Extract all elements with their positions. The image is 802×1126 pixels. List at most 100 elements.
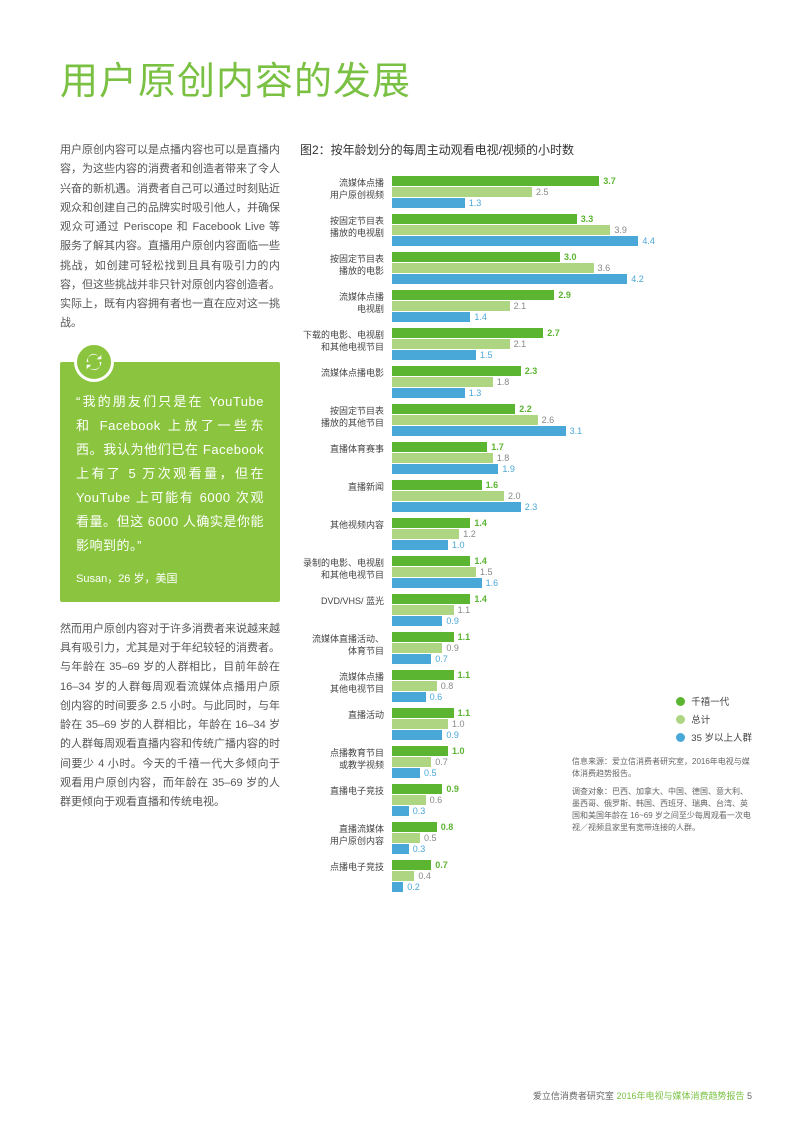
bar-value: 2.7 [547,329,560,338]
bar [392,632,454,642]
chart-row: DVD/VHS/ 蓝光1.41.10.9 [300,594,752,626]
bar-value: 1.4 [474,519,487,528]
bar-value: 1.2 [463,530,476,539]
bar-value: 3.6 [598,264,611,273]
bar [392,263,594,273]
bar-value: 4.4 [642,237,655,246]
bar [392,768,420,778]
chart-row: 直播体育赛事1.71.81.9 [300,442,752,474]
chart-row: 按固定节目表播放的其他节目 2.2 2.6 3.1 [300,404,752,436]
row-label: 点播教育节目或教学视频 [300,746,392,771]
bar [392,187,532,197]
bar [392,578,482,588]
bar [392,480,482,490]
bar [392,540,448,550]
bar [392,643,442,653]
bar-value: 2.0 [508,492,521,501]
legend-label: 35 岁以上人群 [691,730,752,744]
row-label: 按固定节目表播放的电影 [300,252,392,277]
legend-dot-icon [676,697,685,706]
row-label: 按固定节目表播放的其他节目 [300,404,392,429]
bar-value: 2.3 [525,503,538,512]
bar [392,426,566,436]
bar-value: 1.1 [458,671,471,680]
source-line-1: 信息来源：爱立信消费者研究室，2016年电视与媒体消费趋势报告。 [572,756,752,780]
bar-value: 1.4 [474,595,487,604]
bar-value: 2.6 [542,416,555,425]
bar-value: 0.4 [418,872,431,881]
legend-dot-icon [676,733,685,742]
bar-value: 1.0 [452,747,465,756]
row-label: 其他视频内容 [300,518,392,531]
row-label: 下载的电影、电视剧和其他电视节目 [300,328,392,353]
bar [392,594,470,604]
right-column: 图2：按年龄划分的每周主动观看电视/视频的小时数 流媒体点播用户原创视频3.72… [300,141,752,898]
bar-value: 0.9 [446,644,459,653]
bar-value: 0.8 [441,823,454,832]
row-label: 直播流媒体用户原创内容 [300,822,392,847]
chart-row: 按固定节目表播放的电视剧3.33.94.4 [300,214,752,246]
footer-org: 爱立信消费者研究室 [533,1091,614,1101]
bar-value: 1.3 [469,199,482,208]
bar [392,252,560,262]
bar [392,339,510,349]
bar-value: 0.2 [407,883,420,892]
bar-value: 0.7 [435,861,448,870]
bar-value: 1.4 [474,557,487,566]
bar [392,871,414,881]
row-label: 直播体育赛事 [300,442,392,455]
bar [392,670,454,680]
chart-row: 下载的电影、电视剧和其他电视节目2.72.11.5 [300,328,752,360]
bar [392,844,409,854]
row-label: 直播电子竞技 [300,784,392,797]
bar-value: 1.4 [474,313,487,322]
bar-value: 0.7 [435,758,448,767]
row-label: 录制的电影、电视剧和其他电视节目 [300,556,392,581]
bar [392,746,448,756]
bar-value: 1.1 [458,709,471,718]
quote-attribution: Susan，26 岁，美国 [76,570,264,586]
row-label: 点播电子竞技 [300,860,392,873]
bar [392,860,431,870]
bar-value: 3.7 [603,177,616,186]
bar-value: 1.0 [452,720,465,729]
bar-value: 0.3 [413,845,426,854]
bar-value: 0.5 [424,769,437,778]
legend-older: 35 岁以上人群 [676,730,752,744]
page-footer: 爱立信消费者研究室 2016年电视与媒体消费趋势报告 5 [533,1089,752,1102]
legend-label: 千禧一代 [691,694,729,708]
chart-row: 流媒体直播活动、体育节目1.10.90.7 [300,632,752,664]
bar [392,502,521,512]
bar-value: 0.8 [441,682,454,691]
chart-legend: 千禧一代 总计 35 岁以上人群 [676,694,752,748]
bar [392,806,409,816]
bar-value: 1.5 [480,568,493,577]
bar [392,176,599,186]
bar [392,719,448,729]
legend-dot-icon [676,715,685,724]
chart-row: 按固定节目表播放的电影3.03.64.2 [300,252,752,284]
chart-title: 图2：按年龄划分的每周主动观看电视/视频的小时数 [300,141,752,158]
bar-value: 2.2 [519,405,532,414]
bar-value: 3.0 [564,253,577,262]
bar [392,708,454,718]
legend-label: 总计 [691,712,710,726]
footer-page: 5 [747,1091,752,1101]
bar [392,822,437,832]
bar-value: 1.6 [486,481,499,490]
bar [392,328,543,338]
bar [392,654,431,664]
bar-value: 2.3 [525,367,538,376]
bar-value: 3.1 [570,427,583,436]
bar-value: 1.9 [502,465,515,474]
bar [392,236,638,246]
chart-row: 流媒体点播电视剧2.92.11.4 [300,290,752,322]
bar-value: 0.9 [446,785,459,794]
source-text: 信息来源：爱立信消费者研究室，2016年电视与媒体消费趋势报告。 调查对象：巴西… [572,756,752,834]
bar-value: 3.3 [581,215,594,224]
chart-row: 直播新闻1.62.02.3 [300,480,752,512]
bar [392,453,493,463]
bar-value: 1.1 [458,606,471,615]
bar [392,567,476,577]
source-line-2: 调查对象：巴西、加拿大、中国、德国、意大利、墨西哥、俄罗斯、韩国、西班牙、瑞典、… [572,786,752,834]
